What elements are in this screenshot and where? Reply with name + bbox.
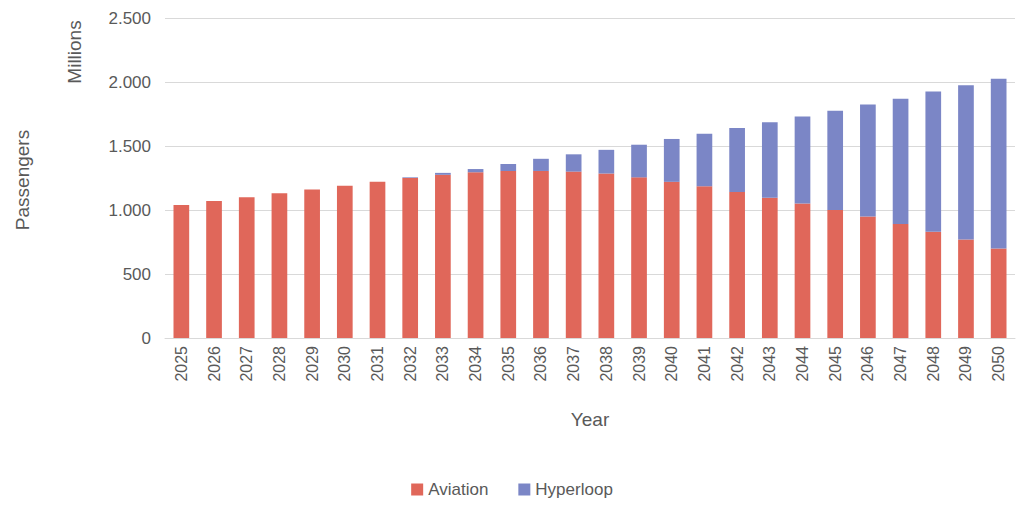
svg-text:2032: 2032 (402, 346, 419, 382)
svg-text:2038: 2038 (598, 346, 615, 382)
svg-text:2026: 2026 (206, 346, 223, 382)
svg-text:0: 0 (142, 329, 151, 348)
svg-text:2042: 2042 (729, 346, 746, 382)
svg-text:2029: 2029 (304, 346, 321, 382)
svg-text:2028: 2028 (271, 346, 288, 382)
svg-text:1.000: 1.000 (108, 201, 151, 220)
svg-text:2035: 2035 (500, 346, 517, 382)
svg-text:2049: 2049 (957, 346, 974, 382)
svg-text:2048: 2048 (925, 346, 942, 382)
svg-text:2040: 2040 (663, 346, 680, 382)
svg-text:2037: 2037 (565, 346, 582, 382)
svg-text:2043: 2043 (761, 346, 778, 382)
svg-text:2047: 2047 (892, 346, 909, 382)
svg-text:2031: 2031 (369, 346, 386, 382)
svg-text:2046: 2046 (859, 346, 876, 382)
svg-text:2034: 2034 (467, 346, 484, 382)
svg-text:2030: 2030 (336, 346, 353, 382)
svg-text:2033: 2033 (434, 346, 451, 382)
svg-text:Year: Year (571, 409, 610, 430)
svg-text:2025: 2025 (173, 346, 190, 382)
svg-text:Aviation: Aviation (428, 480, 488, 499)
svg-text:2.500: 2.500 (108, 9, 151, 28)
svg-text:2027: 2027 (238, 346, 255, 382)
svg-text:2050: 2050 (990, 346, 1007, 382)
svg-text:2045: 2045 (827, 346, 844, 382)
svg-text:500: 500 (123, 265, 151, 284)
svg-text:1.500: 1.500 (108, 137, 151, 156)
svg-text:2.000: 2.000 (108, 73, 151, 92)
svg-text:Millions: Millions (64, 20, 85, 83)
svg-text:2041: 2041 (696, 346, 713, 382)
svg-text:Hyperloop: Hyperloop (535, 480, 613, 499)
svg-text:2039: 2039 (631, 346, 648, 382)
svg-text:2044: 2044 (794, 346, 811, 382)
svg-text:Passengers: Passengers (12, 130, 33, 230)
svg-text:2036: 2036 (532, 346, 549, 382)
